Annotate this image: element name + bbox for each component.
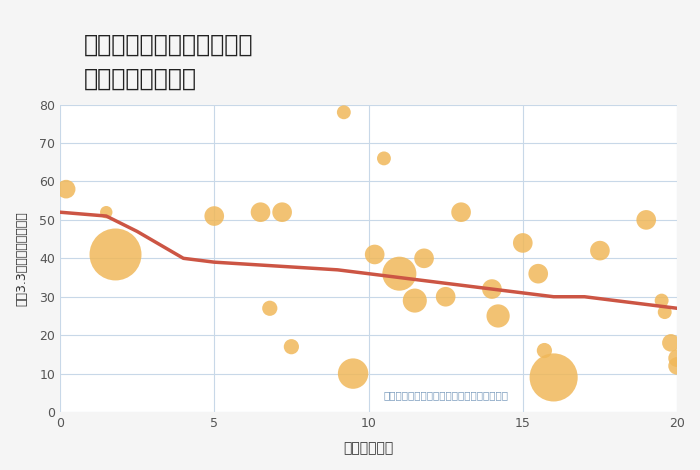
Point (671, 354, 682, 362)
Point (209, 212, 220, 220)
Point (378, 155, 389, 162)
Point (440, 293, 452, 300)
Point (255, 208, 266, 216)
Point (276, 208, 288, 216)
Point (110, 251, 121, 258)
Point (665, 339, 676, 346)
Point (410, 297, 421, 305)
Point (338, 109, 349, 116)
Point (656, 297, 667, 305)
Point (659, 308, 671, 316)
Point (640, 216, 652, 224)
Point (671, 362, 682, 370)
Point (539, 347, 550, 354)
Point (394, 270, 405, 277)
Point (486, 285, 498, 293)
Point (369, 251, 380, 258)
Text: 円の大きさは、取引のあった物件面積を示す: 円の大きさは、取引のあった物件面積を示す (384, 391, 509, 400)
Point (101, 208, 112, 216)
Point (533, 270, 544, 277)
Point (517, 239, 528, 247)
Point (286, 343, 297, 351)
Y-axis label: 平（3.3㎡）単価（万円）: 平（3.3㎡）単価（万円） (15, 211, 28, 306)
Point (347, 370, 358, 377)
Point (456, 208, 467, 216)
Point (548, 374, 559, 381)
Point (594, 247, 606, 254)
Point (419, 255, 430, 262)
Point (60, 185, 71, 193)
Point (493, 312, 504, 320)
X-axis label: 駅距離（分）: 駅距離（分） (344, 441, 393, 455)
Point (264, 305, 275, 312)
Text: 奈良県奈良市針ヶ別所町の
駅距離別土地価格: 奈良県奈良市針ヶ別所町の 駅距離別土地価格 (84, 33, 253, 90)
